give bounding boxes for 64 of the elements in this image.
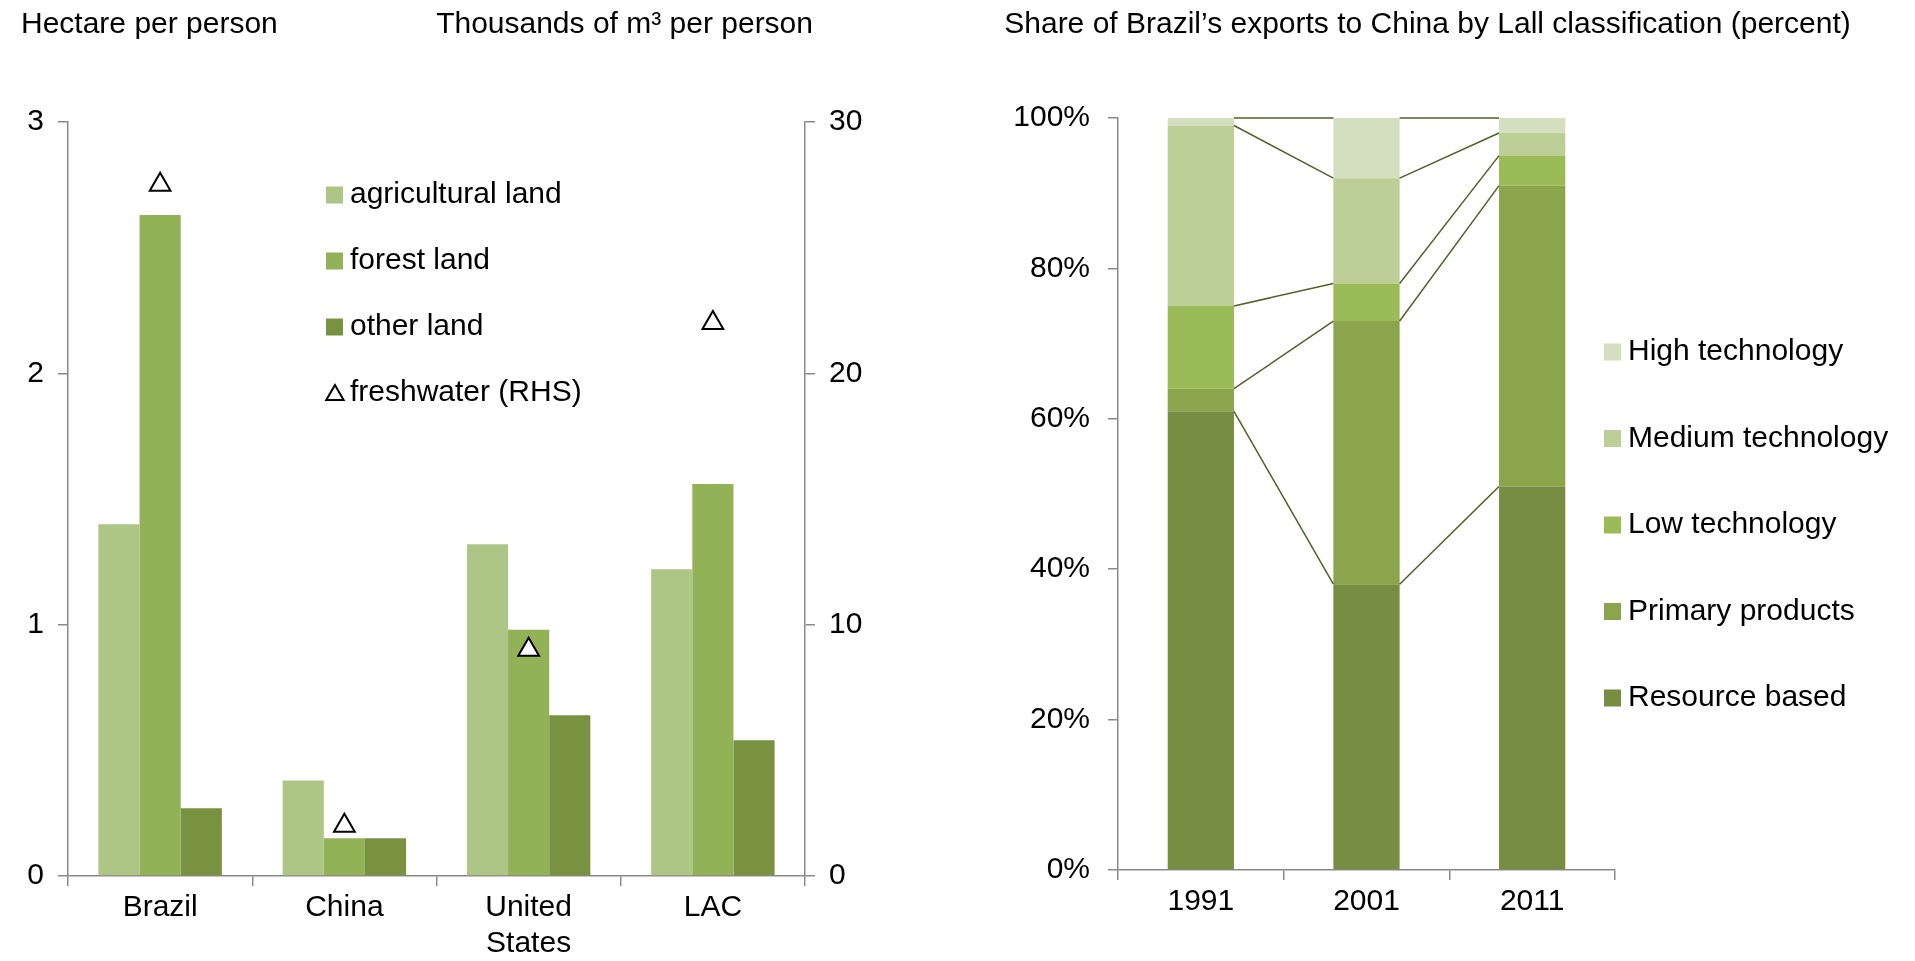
- y-tick-label: 0: [27, 857, 44, 891]
- bar: [1499, 486, 1566, 870]
- y2-axis-title: Thousands of m³ per person: [436, 6, 813, 40]
- y-tick-label: 2: [27, 354, 44, 388]
- bar: [1499, 155, 1566, 186]
- legend-label: Low technology: [1628, 506, 1837, 540]
- bar: [1499, 133, 1566, 156]
- bar: [1333, 283, 1400, 322]
- bar: [1167, 388, 1234, 412]
- legend-label: Medium technology: [1628, 419, 1889, 453]
- legend-label: other land: [349, 308, 484, 342]
- legend-label: forest land: [349, 242, 491, 276]
- legend-label: freshwater (RHS): [349, 374, 582, 408]
- point: [701, 310, 725, 331]
- x-tick-label: 2011: [1499, 883, 1565, 917]
- bar: [549, 715, 591, 876]
- y-tick-label: 20%: [1029, 700, 1090, 734]
- bar: [364, 838, 407, 876]
- bar: [282, 780, 324, 876]
- bar: [180, 808, 222, 876]
- x-tick-label: United States: [485, 889, 572, 959]
- bar: [1167, 306, 1234, 389]
- bar: [1499, 118, 1566, 134]
- legend-label: agricultural land: [349, 176, 562, 210]
- y-tick-label: 60%: [1029, 400, 1090, 434]
- y2-tick-label: 20: [829, 354, 863, 388]
- bar: [466, 544, 509, 876]
- point: [332, 812, 356, 833]
- y-tick-label: 3: [27, 103, 44, 137]
- x-tick-label: Brazil: [122, 889, 198, 923]
- y-tick-label: 80%: [1029, 249, 1090, 283]
- y-tick-label: 40%: [1029, 550, 1090, 584]
- bar: [733, 740, 775, 876]
- y2-tick-label: 0: [829, 857, 846, 891]
- x-tick-label: 2001: [1333, 883, 1400, 917]
- bar: [1499, 185, 1566, 487]
- x-tick-label: 1991: [1167, 883, 1235, 917]
- bar: [1333, 321, 1400, 585]
- point: [517, 636, 541, 657]
- x-tick-label: China: [305, 889, 384, 923]
- y-axis-title: Hectare per person: [21, 6, 278, 40]
- y-tick-label: 0%: [1046, 851, 1090, 885]
- bar: [651, 569, 693, 876]
- y-tick-label: 1: [27, 605, 44, 639]
- bar: [1333, 118, 1400, 179]
- y-tick-label: 100%: [1013, 99, 1090, 133]
- bar: [508, 629, 550, 876]
- bar: [1167, 411, 1234, 870]
- point: [148, 171, 172, 192]
- chart-title: Share of Brazil’s exports to China by Lall classification (percent): [1004, 6, 1851, 40]
- y2-tick-label: 30: [829, 103, 863, 137]
- y2-tick-label: 10: [829, 605, 863, 639]
- bar: [1167, 118, 1234, 126]
- bar: [1167, 125, 1234, 306]
- bar: [98, 524, 140, 876]
- legend-label: Resource based: [1628, 679, 1847, 713]
- bar: [1333, 178, 1400, 284]
- bar: [692, 483, 734, 876]
- bar: [139, 214, 181, 876]
- legend-label: Primary products: [1628, 592, 1855, 626]
- legend-label: High technology: [1628, 333, 1844, 367]
- bar: [1333, 584, 1400, 870]
- bar: [323, 838, 365, 876]
- x-tick-label: LAC: [683, 889, 743, 923]
